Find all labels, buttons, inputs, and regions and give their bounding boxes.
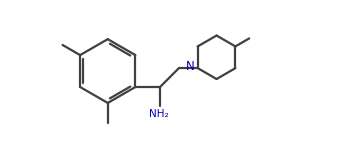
Text: NH₂: NH₂ bbox=[149, 109, 169, 119]
Text: N: N bbox=[185, 60, 194, 73]
